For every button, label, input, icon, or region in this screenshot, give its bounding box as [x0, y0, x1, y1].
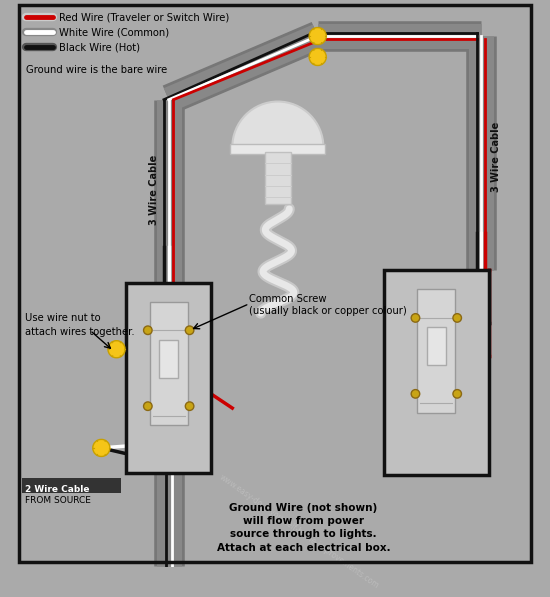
Text: Ground Wire (not shown)
will flow from power
source through to lights.
Attach at: Ground Wire (not shown) will flow from p… [217, 503, 390, 553]
Text: FROM SOURCE: FROM SOURCE [25, 496, 91, 505]
Text: Common Screw
(usually black or copper colour): Common Screw (usually black or copper co… [249, 294, 407, 316]
Bar [230, 144, 325, 154]
Circle shape [453, 390, 461, 398]
Bar [126, 283, 211, 473]
Wedge shape [93, 439, 110, 457]
Circle shape [185, 402, 194, 411]
Text: Red Wire (Traveler or Switch Wire): Red Wire (Traveler or Switch Wire) [59, 12, 229, 22]
Wedge shape [309, 48, 326, 66]
Text: 3 Wire Cable: 3 Wire Cable [150, 155, 160, 225]
Text: www.easy-do-it-yourself-home-improvements.com: www.easy-do-it-yourself-home-improvement… [217, 472, 380, 590]
Bar [427, 327, 446, 365]
Circle shape [453, 313, 461, 322]
Text: Ground wire is the bare wire: Ground wire is the bare wire [26, 64, 168, 75]
Circle shape [144, 402, 152, 411]
Circle shape [185, 326, 194, 334]
Circle shape [144, 326, 152, 334]
Bar [265, 152, 291, 204]
Wedge shape [232, 101, 323, 147]
Text: 3 Wire Cable: 3 Wire Cable [491, 121, 501, 192]
Text: White Wire (Common): White Wire (Common) [59, 27, 169, 37]
Bar [417, 290, 455, 413]
Circle shape [411, 390, 420, 398]
Wedge shape [108, 341, 125, 358]
Bar [150, 302, 188, 425]
Circle shape [411, 313, 420, 322]
Text: Black Wire (Hot): Black Wire (Hot) [59, 42, 140, 53]
Text: Use wire nut to
attach wires together.: Use wire nut to attach wires together. [25, 313, 135, 337]
Bar [21, 478, 121, 494]
Wedge shape [309, 27, 326, 45]
Text: 2 Wire Cable: 2 Wire Cable [25, 485, 90, 494]
Bar [384, 270, 488, 475]
Bar [159, 340, 178, 378]
